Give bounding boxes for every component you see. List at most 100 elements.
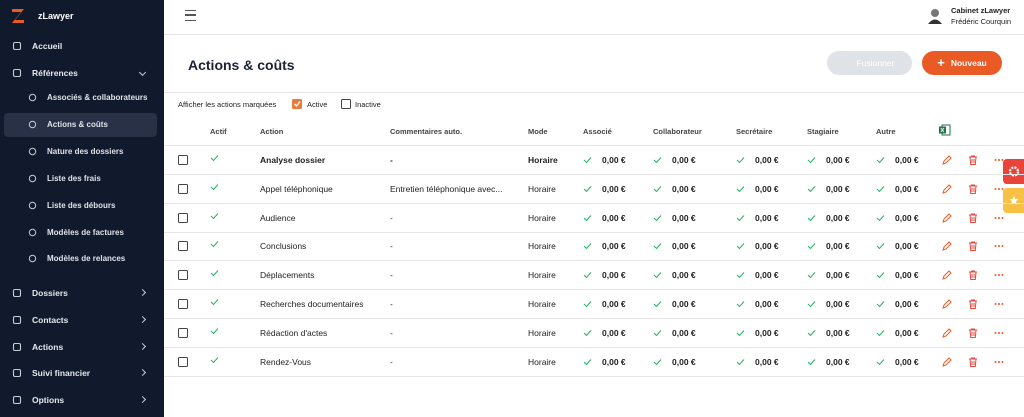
nav-sublabel: Modèles de relances — [47, 254, 126, 264]
active-check — [210, 183, 219, 191]
rate-check — [653, 329, 662, 337]
comment: - — [390, 212, 393, 223]
amount: 0,00 € — [672, 327, 696, 338]
header-divider — [164, 34, 1024, 35]
favorites-tab[interactable] — [1003, 188, 1024, 213]
rate-check — [876, 156, 885, 164]
rate-check — [807, 156, 816, 164]
edit-button[interactable] — [942, 155, 952, 165]
filter-active-checkbox[interactable] — [292, 99, 302, 109]
amount: 0,00 € — [755, 356, 779, 367]
amount: 0,00 € — [755, 212, 779, 223]
nav-icon — [12, 395, 22, 405]
filter-inactive: Inactive — [355, 100, 381, 109]
rate-check — [736, 271, 745, 279]
edit-button[interactable] — [942, 241, 952, 252]
merge-button[interactable]: Fusionner — [827, 51, 912, 75]
row-checkbox[interactable] — [178, 183, 188, 194]
more-button[interactable] — [994, 216, 1004, 220]
page-title: Actions & coûts — [188, 57, 295, 73]
nav-item[interactable] — [0, 36, 164, 56]
amount: 0,00 € — [755, 155, 779, 165]
amount: 0,00 € — [602, 183, 626, 194]
row-checkbox[interactable] — [178, 356, 188, 367]
more-button[interactable] — [994, 302, 1004, 306]
amount: 0,00 € — [602, 299, 626, 309]
action-name: Recherches documentaires — [260, 299, 364, 309]
rate-check — [736, 214, 745, 222]
amount: 0,00 € — [672, 212, 696, 223]
rate-check — [583, 300, 592, 308]
amount: 0,00 € — [602, 241, 626, 252]
delete-button[interactable] — [968, 213, 978, 223]
mode: Horaire — [528, 241, 556, 252]
edit-button[interactable] — [942, 356, 952, 367]
edit-button[interactable] — [942, 212, 952, 223]
nav-label: Accueil — [32, 41, 63, 51]
row-checkbox[interactable] — [178, 270, 188, 281]
filter-inactive-checkbox[interactable] — [341, 99, 351, 109]
brand: zLawyer — [38, 11, 74, 21]
comment: - — [390, 155, 393, 165]
action-name: Audience — [260, 212, 296, 223]
settings-tab[interactable] — [1003, 159, 1024, 184]
nav-icon — [12, 41, 22, 51]
delete-button[interactable] — [968, 155, 978, 165]
new-button[interactable]: + Nouveau — [922, 51, 1002, 75]
action-name: Analyse dossier — [260, 155, 326, 165]
active-check — [210, 212, 219, 220]
amount: 0,00 € — [895, 241, 919, 252]
amount: 0,00 € — [826, 270, 850, 281]
main: Cabinet zLawyer Frédéric Courquin Action… — [164, 0, 1024, 417]
nav-label: Références — [32, 68, 78, 78]
nav-sublabel: Modèles de factures — [47, 227, 124, 237]
nav-label: Dossiers — [32, 288, 68, 298]
amount: 0,00 € — [602, 356, 626, 367]
delete-button[interactable] — [968, 328, 978, 338]
rate-check — [583, 358, 592, 366]
amount: 0,00 € — [602, 155, 626, 165]
active-check — [210, 298, 219, 306]
delete-button[interactable] — [968, 270, 978, 281]
edit-button[interactable] — [942, 184, 952, 194]
nav-sublabel: Liste des débours — [47, 200, 116, 210]
row-divider — [164, 202, 1024, 204]
delete-button[interactable] — [968, 184, 978, 194]
more-button[interactable] — [994, 331, 1004, 335]
edit-button[interactable] — [942, 270, 952, 280]
delete-button[interactable] — [968, 357, 978, 367]
column-header: Associé — [583, 127, 612, 136]
amount: 0,00 € — [895, 270, 919, 281]
rate-check — [736, 300, 745, 308]
nav-label: Suivi financier — [32, 368, 91, 379]
excel-export — [939, 124, 951, 136]
row-divider — [164, 260, 1024, 262]
nav-icon — [12, 368, 22, 378]
edit-button[interactable] — [942, 328, 952, 338]
more-button[interactable] — [994, 158, 1004, 162]
header-divider — [164, 145, 1024, 146]
rate-check — [583, 156, 592, 164]
mode: Horaire — [528, 155, 558, 165]
action-name: Appel téléphonique — [260, 183, 333, 194]
row-divider — [164, 174, 1024, 175]
row-divider — [164, 375, 1024, 377]
menu-toggle[interactable] — [185, 10, 196, 21]
more-button[interactable] — [994, 360, 1004, 364]
more-button[interactable] — [994, 244, 1004, 248]
edit-button[interactable] — [942, 299, 952, 309]
row-checkbox[interactable] — [178, 212, 188, 223]
delete-button[interactable] — [968, 299, 978, 309]
amount: 0,00 € — [826, 327, 850, 338]
amount: 0,00 € — [826, 155, 850, 165]
more-button[interactable] — [994, 273, 1004, 277]
row-checkbox[interactable] — [178, 155, 188, 165]
rate-check — [876, 329, 885, 337]
row-checkbox[interactable] — [178, 327, 188, 338]
delete-button[interactable] — [968, 241, 978, 252]
row-checkbox[interactable] — [178, 241, 188, 252]
action-name: Rédaction d'actes — [260, 327, 328, 338]
row-checkbox[interactable] — [178, 299, 188, 309]
more-button[interactable] — [994, 187, 1004, 191]
nav-icon — [12, 342, 22, 352]
